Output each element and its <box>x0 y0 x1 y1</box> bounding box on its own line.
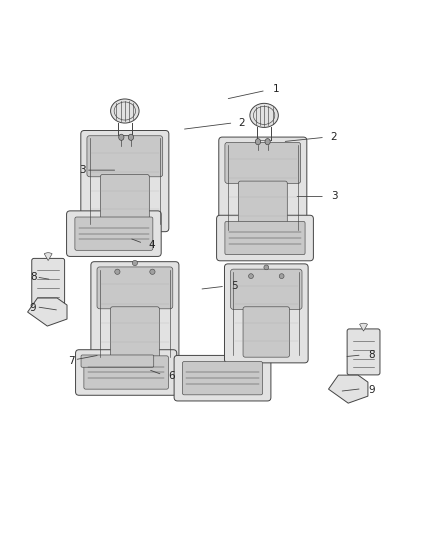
FancyBboxPatch shape <box>97 267 173 309</box>
Polygon shape <box>328 375 368 403</box>
Ellipse shape <box>115 269 120 274</box>
FancyBboxPatch shape <box>238 181 287 232</box>
FancyBboxPatch shape <box>110 307 159 359</box>
FancyBboxPatch shape <box>219 137 307 238</box>
Ellipse shape <box>128 134 134 140</box>
Ellipse shape <box>265 139 270 145</box>
Text: 7: 7 <box>68 356 74 366</box>
FancyBboxPatch shape <box>183 361 263 395</box>
FancyBboxPatch shape <box>230 269 302 309</box>
FancyBboxPatch shape <box>224 264 308 363</box>
Text: 8: 8 <box>30 272 36 282</box>
Polygon shape <box>28 298 67 326</box>
Ellipse shape <box>132 260 138 265</box>
FancyBboxPatch shape <box>100 174 149 226</box>
FancyBboxPatch shape <box>67 211 161 256</box>
Ellipse shape <box>250 103 279 127</box>
Ellipse shape <box>110 99 139 123</box>
Text: 8: 8 <box>368 350 374 360</box>
FancyBboxPatch shape <box>75 217 153 251</box>
Ellipse shape <box>249 274 253 279</box>
Ellipse shape <box>150 269 155 274</box>
FancyBboxPatch shape <box>225 142 300 183</box>
Text: 2: 2 <box>331 132 337 142</box>
Ellipse shape <box>264 265 268 270</box>
Text: 9: 9 <box>368 385 374 395</box>
Ellipse shape <box>119 134 124 140</box>
Ellipse shape <box>279 274 284 279</box>
FancyBboxPatch shape <box>174 356 271 401</box>
Text: 5: 5 <box>231 281 238 291</box>
FancyBboxPatch shape <box>32 259 64 304</box>
FancyBboxPatch shape <box>87 136 162 177</box>
FancyBboxPatch shape <box>84 356 168 389</box>
Text: 4: 4 <box>149 240 155 249</box>
FancyBboxPatch shape <box>225 221 305 255</box>
Text: 3: 3 <box>79 165 85 175</box>
FancyBboxPatch shape <box>347 329 380 375</box>
FancyBboxPatch shape <box>81 355 154 367</box>
FancyBboxPatch shape <box>110 219 139 233</box>
Text: 3: 3 <box>331 191 337 201</box>
Wedge shape <box>360 323 367 331</box>
Text: 9: 9 <box>30 303 36 313</box>
Wedge shape <box>44 253 52 261</box>
FancyBboxPatch shape <box>91 262 179 365</box>
FancyBboxPatch shape <box>243 307 290 357</box>
Ellipse shape <box>255 139 261 145</box>
FancyBboxPatch shape <box>81 131 169 232</box>
FancyBboxPatch shape <box>216 215 313 261</box>
FancyBboxPatch shape <box>75 350 177 395</box>
Text: 1: 1 <box>272 84 279 94</box>
Text: 6: 6 <box>169 371 175 381</box>
Text: 2: 2 <box>239 118 245 128</box>
